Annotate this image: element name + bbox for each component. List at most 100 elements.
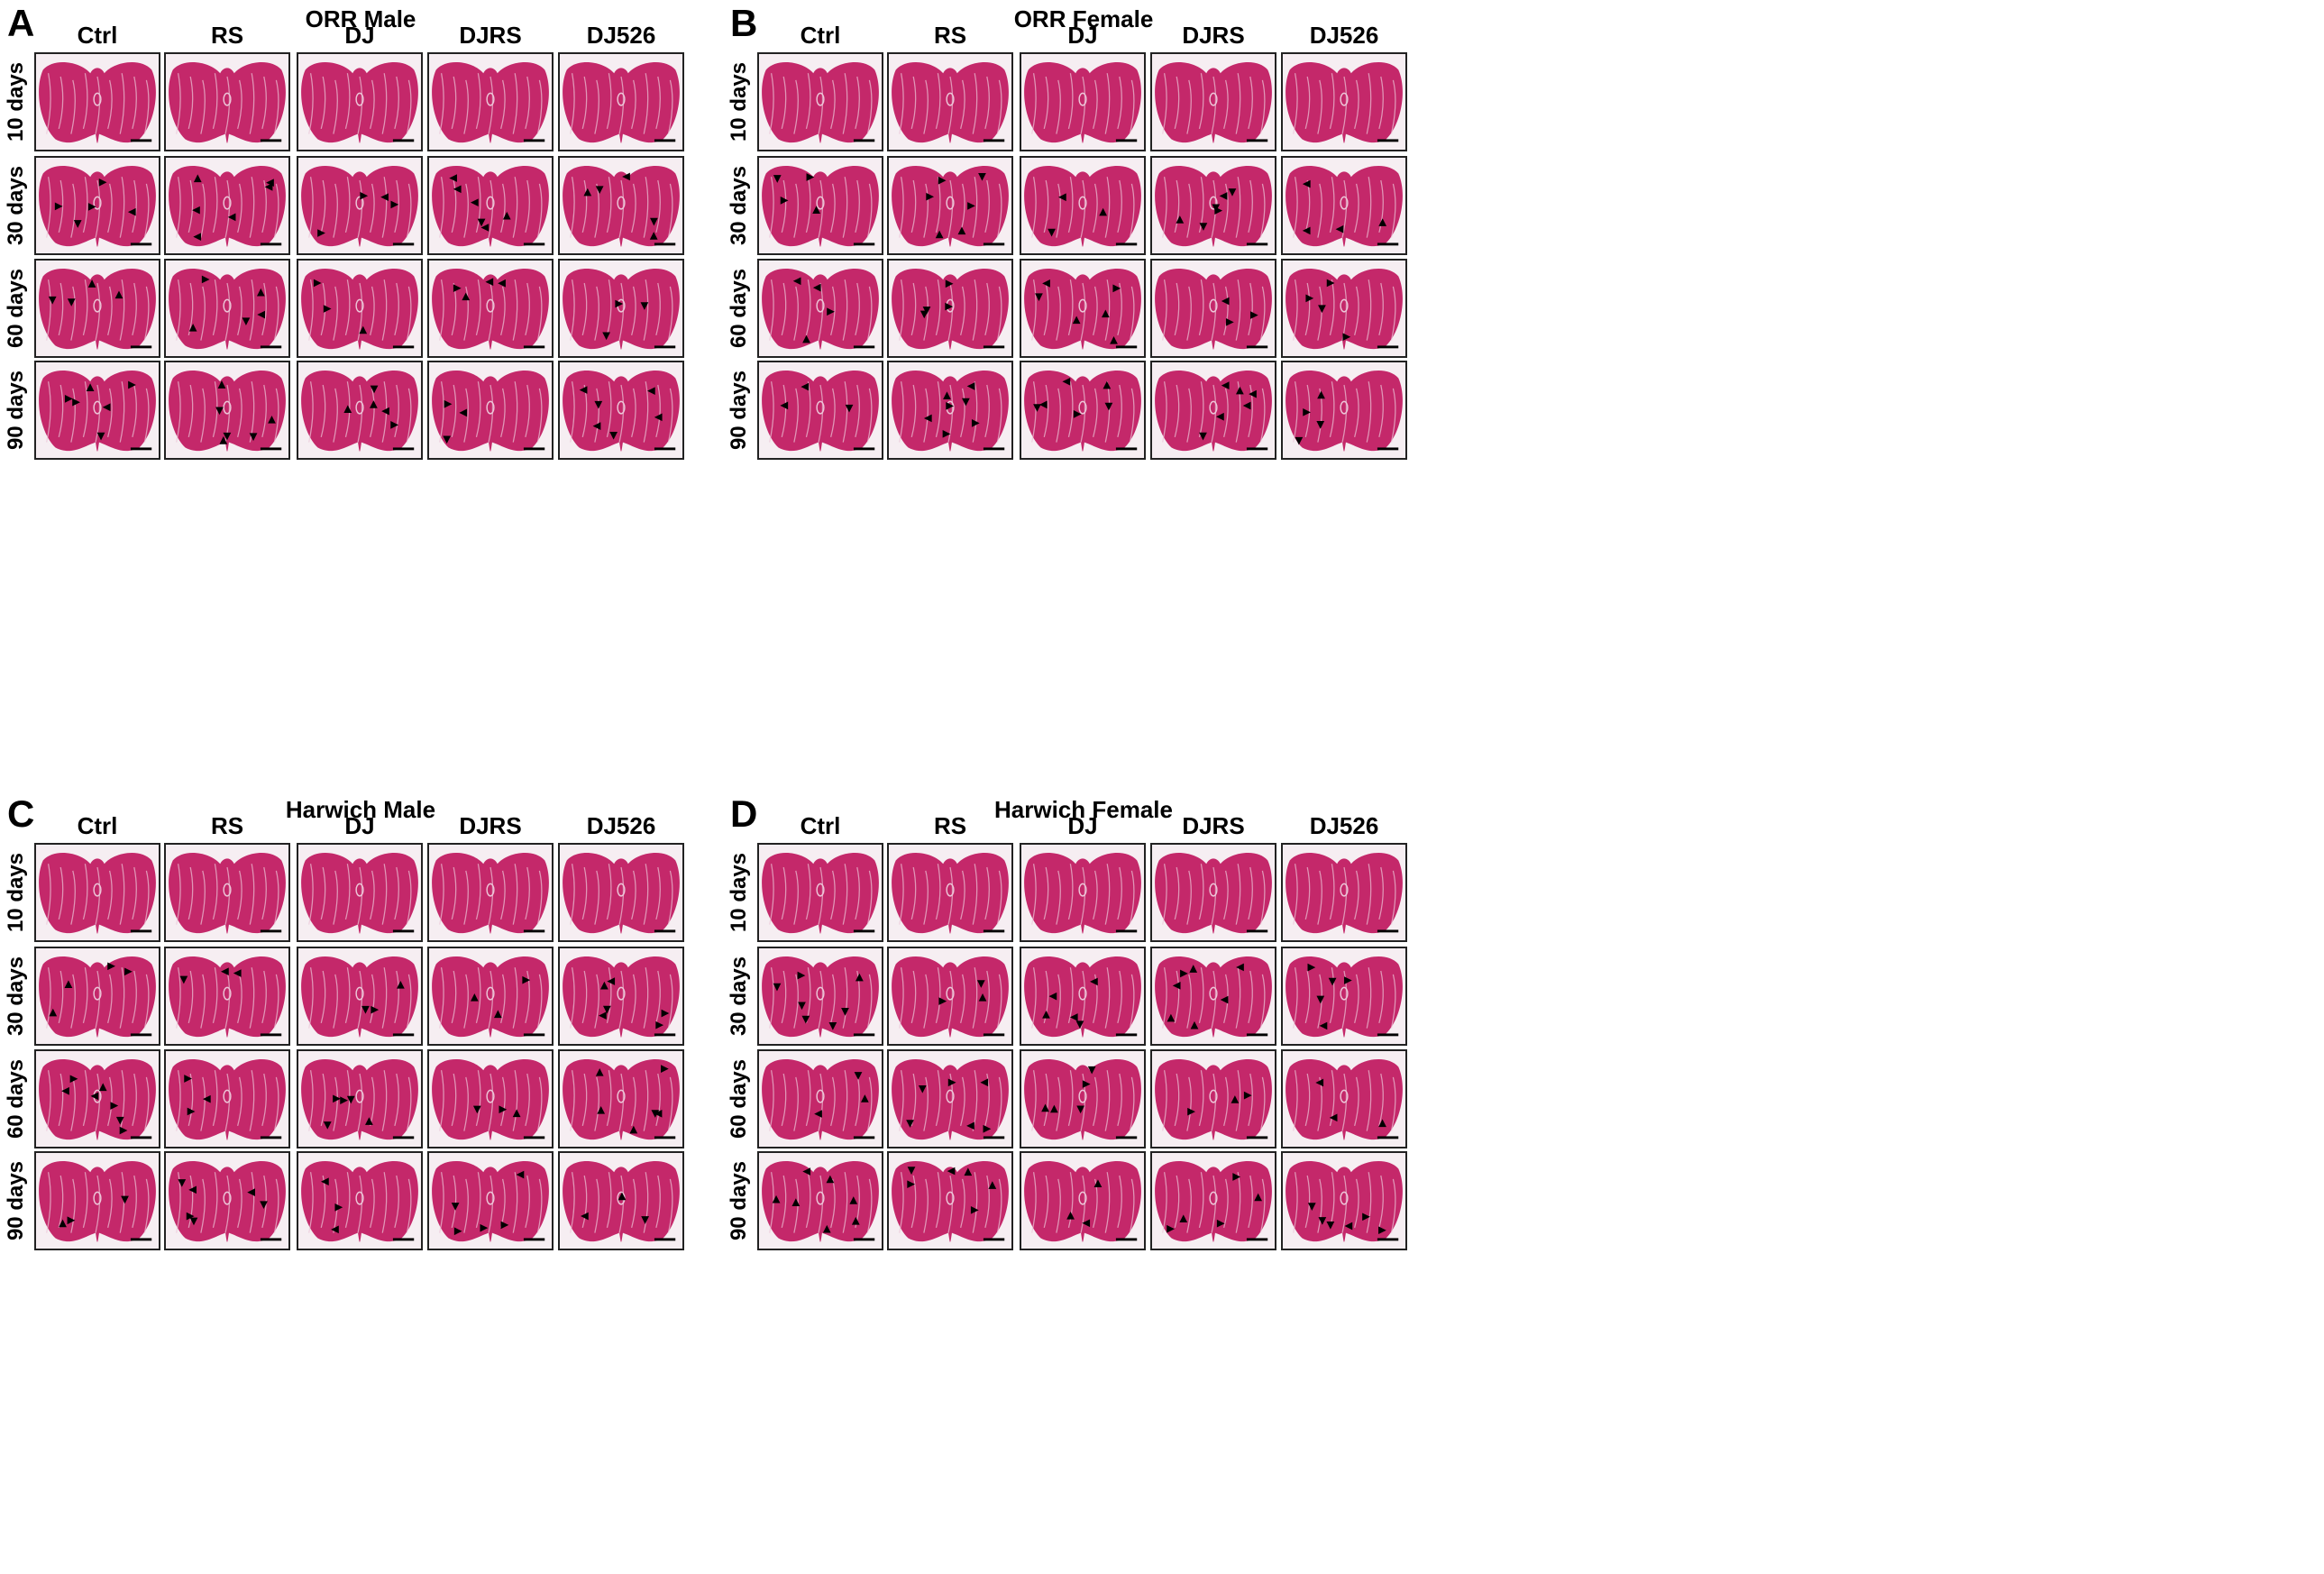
muscle-striation bbox=[1067, 381, 1074, 438]
muscle-striation bbox=[1104, 279, 1111, 341]
triangle-arrowhead-icon bbox=[943, 391, 951, 400]
muscle-striation bbox=[1293, 279, 1298, 341]
triangle-arrowhead-icon bbox=[1295, 436, 1304, 445]
triangle-arrowhead-icon bbox=[333, 1094, 341, 1103]
muscle-striation bbox=[594, 79, 599, 134]
muscle-striation bbox=[631, 974, 636, 1024]
muscle-striation bbox=[984, 1175, 990, 1229]
triangle-arrowhead-icon bbox=[1232, 1173, 1241, 1181]
muscle-striation bbox=[1186, 974, 1192, 1029]
muscle-striation bbox=[984, 282, 990, 336]
muscle-striation bbox=[475, 967, 481, 1024]
triangle-arrowhead-icon bbox=[453, 185, 462, 194]
central-canal bbox=[816, 196, 825, 210]
triangle-arrowhead-icon bbox=[1073, 410, 1082, 418]
scale-bar-icon bbox=[260, 1033, 282, 1037]
central-canal bbox=[1209, 883, 1218, 897]
tissue-section-image bbox=[298, 362, 421, 458]
muscle-striation bbox=[1248, 1073, 1253, 1127]
muscle-striation bbox=[1378, 1073, 1384, 1127]
tissue-section-image bbox=[429, 158, 552, 253]
tissue-section-image bbox=[1283, 1051, 1405, 1147]
muscle-striation bbox=[70, 286, 76, 341]
muscle-striation bbox=[899, 73, 904, 134]
triangle-arrowhead-icon bbox=[493, 1010, 502, 1019]
muscle-striation bbox=[996, 388, 1002, 443]
triangle-arrowhead-icon bbox=[1050, 1104, 1058, 1113]
muscle-striation bbox=[1198, 1172, 1204, 1229]
muscle-striation bbox=[439, 1172, 444, 1233]
triangle-arrowhead-icon bbox=[797, 971, 806, 980]
column-label-ctrl: Ctrl bbox=[77, 812, 118, 839]
muscle-striation bbox=[667, 870, 673, 925]
muscle-striation bbox=[1259, 1178, 1266, 1233]
panel-title: ORR Female bbox=[1013, 5, 1154, 32]
panel-title: ORR Male bbox=[305, 5, 416, 32]
triangle-arrowhead-icon bbox=[597, 1106, 606, 1114]
muscle-striation bbox=[451, 866, 457, 920]
central-canal bbox=[1078, 196, 1087, 210]
muscle-striation bbox=[451, 179, 457, 233]
triangle-arrowhead-icon bbox=[1199, 432, 1207, 441]
muscle-striation bbox=[667, 974, 673, 1029]
muscle-striation bbox=[212, 967, 218, 1024]
scale-bar-icon bbox=[523, 139, 545, 142]
triangle-arrowhead-icon bbox=[370, 400, 378, 408]
central-canal bbox=[1340, 92, 1349, 106]
central-canal bbox=[223, 196, 232, 210]
muscle-striation bbox=[463, 286, 469, 341]
muscle-striation bbox=[643, 967, 649, 1029]
central-canal bbox=[1078, 1191, 1087, 1205]
tissue-section-image bbox=[889, 948, 1011, 1044]
triangle-arrowhead-icon bbox=[114, 290, 124, 299]
central-canal bbox=[1209, 1191, 1218, 1205]
section-tile bbox=[164, 361, 290, 460]
muscle-striation bbox=[1031, 1172, 1037, 1233]
muscle-striation bbox=[667, 79, 673, 134]
muscle-tissue-shape bbox=[39, 1160, 156, 1242]
triangle-arrowhead-icon bbox=[69, 1075, 78, 1084]
muscle-striation bbox=[370, 1076, 375, 1127]
tissue-section-image bbox=[560, 362, 682, 458]
tissue-section-image bbox=[759, 845, 882, 940]
muscle-striation bbox=[781, 384, 787, 438]
column-label-rs: RS bbox=[210, 22, 244, 49]
triangle-arrowhead-icon bbox=[967, 202, 975, 210]
muscle-striation bbox=[1366, 967, 1372, 1029]
muscle-striation bbox=[996, 79, 1002, 134]
triangle-arrowhead-icon bbox=[331, 1225, 339, 1234]
muscle-striation bbox=[249, 864, 255, 925]
muscle-striation bbox=[1056, 79, 1061, 134]
tissue-section-image bbox=[1283, 948, 1405, 1044]
muscle-striation bbox=[58, 866, 64, 920]
muscle-striation bbox=[899, 381, 904, 443]
scale-bar-icon bbox=[260, 447, 282, 451]
triangle-arrowhead-icon bbox=[1378, 1119, 1386, 1128]
section-tile bbox=[164, 1151, 290, 1250]
triangle-arrowhead-icon bbox=[87, 203, 96, 211]
section-tile bbox=[34, 947, 160, 1046]
muscle-tissue-shape bbox=[1286, 61, 1403, 143]
muscle-striation bbox=[237, 183, 242, 233]
muscle-striation bbox=[394, 970, 399, 1024]
muscle-striation bbox=[842, 967, 848, 1029]
muscle-striation bbox=[249, 1070, 255, 1131]
muscle-striation bbox=[1056, 974, 1061, 1029]
muscle-striation bbox=[1198, 177, 1204, 233]
tissue-section-image bbox=[1021, 54, 1144, 150]
tissue-section-image bbox=[759, 261, 882, 356]
scale-bar-icon bbox=[1115, 1136, 1138, 1139]
muscle-striation bbox=[119, 73, 125, 134]
muscle-striation bbox=[308, 1172, 314, 1233]
triangle-arrowhead-icon bbox=[801, 1015, 810, 1024]
triangle-arrowhead-icon bbox=[215, 407, 224, 416]
column-label-dj526: DJ526 bbox=[1309, 22, 1379, 49]
muscle-striation bbox=[536, 974, 543, 1029]
muscle-striation bbox=[463, 183, 469, 238]
muscle-striation bbox=[1223, 79, 1229, 130]
triangle-arrowhead-icon bbox=[1236, 386, 1244, 395]
muscle-striation bbox=[107, 79, 113, 130]
muscle-tissue-shape bbox=[1024, 852, 1141, 934]
muscle-striation bbox=[132, 866, 137, 920]
muscle-striation bbox=[107, 1076, 113, 1127]
